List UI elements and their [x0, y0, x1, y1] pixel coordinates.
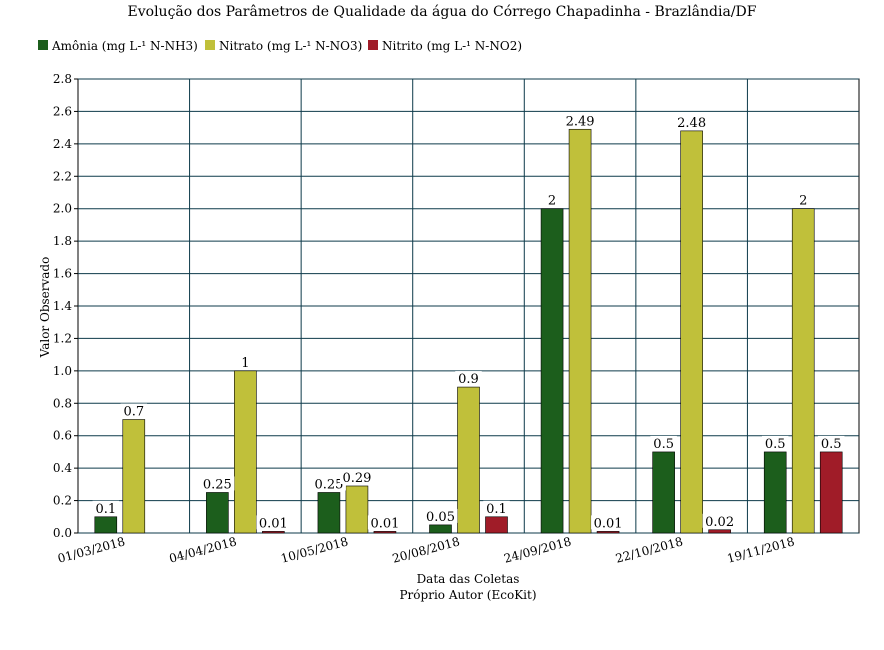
bar-nitrito [596, 531, 620, 534]
data-label: 0.29 [342, 471, 371, 486]
y-tick-label: 2.6 [53, 104, 72, 118]
bar-amonia [429, 524, 452, 534]
data-label-bg [200, 476, 235, 491]
data-label-bg [650, 435, 677, 450]
data-label: 0.1 [95, 502, 116, 517]
bar-amonia [206, 492, 229, 534]
legend: Amônia (mg L-¹ N-NH3) Nitrato (mg L-¹ N-… [38, 39, 522, 53]
y-tick-label: 0.6 [53, 429, 72, 443]
y-ticks: 0.0 0.2 0.4 0.6 0.8 1.0 1.2 1.4 1.6 1.8 2.0 2.2 2.4 2… [53, 72, 78, 540]
data-label-bg [702, 513, 737, 528]
y-tick-label: 0.4 [53, 461, 72, 475]
bar-nitrato [791, 208, 815, 534]
data-label-bg [367, 515, 402, 530]
bar-nitrato [457, 386, 480, 534]
data-label: 0.5 [821, 437, 842, 452]
legend-swatch-amonia [38, 40, 48, 50]
data-label: 0.05 [426, 510, 455, 525]
data-label: 0.7 [123, 405, 144, 420]
x-ticks: 01/03/2018 04/04/2018 10/05/2018 20/08/2018… [56, 534, 796, 565]
legend-label-nitrito: Nitrito (mg L-¹ N-NO2) [382, 39, 522, 53]
bar-nitrato [568, 128, 592, 534]
bar-amonia [94, 516, 118, 534]
bar-amonia [540, 208, 564, 534]
x-tick-label: 24/09/2018 [502, 534, 572, 565]
data-label-bg [546, 192, 558, 207]
y-tick-label: 2.2 [53, 169, 72, 183]
x-axis-label: Data das Coletas [417, 572, 520, 586]
y-tick-label: 1.8 [53, 234, 72, 248]
data-label-bg [339, 469, 374, 484]
y-tick-label: 0.8 [53, 396, 72, 410]
bar-nitrito [708, 529, 731, 534]
bar-nitrato [234, 370, 257, 534]
data-label-bg [817, 435, 845, 450]
data-label: 0.25 [314, 477, 343, 492]
data-label: 0.01 [370, 516, 399, 531]
y-tick-label: 0.0 [53, 526, 72, 540]
bar-nitrato [680, 130, 703, 534]
data-label-bg [256, 515, 291, 530]
x-tick-label: 10/05/2018 [279, 534, 349, 565]
data-label-bg [761, 435, 789, 450]
legend-swatch-nitrato [205, 40, 215, 50]
data-label-bg [563, 113, 598, 128]
data-label-bg [311, 476, 346, 491]
data-label-bg [483, 500, 510, 515]
bar-nitrito [485, 516, 508, 534]
data-label: 0.5 [653, 437, 674, 452]
data-label-bg [674, 114, 709, 129]
y-tick-label: 1.4 [53, 299, 72, 313]
y-tick-label: 2.8 [53, 72, 72, 86]
legend-label-amonia: Amônia (mg L-¹ N-NH3) [51, 39, 198, 53]
y-axis-label: Valor Observado [38, 257, 52, 359]
bar-nitrato [122, 419, 146, 534]
data-label: 2 [548, 194, 556, 209]
data-label: 0.01 [594, 516, 623, 531]
data-label: 0.02 [705, 515, 734, 530]
legend-swatch-nitrito [368, 40, 378, 50]
data-label-bg [591, 515, 626, 530]
data-label: 2.49 [566, 114, 595, 129]
chart-title: Evolução dos Parâmetros de Qualidade da … [128, 4, 757, 20]
data-label: 0.01 [259, 516, 288, 531]
bar-nitrito [373, 531, 397, 534]
data-label-bg [455, 371, 482, 386]
data-label-bg [423, 508, 458, 523]
x-tick-label: 04/04/2018 [168, 534, 238, 565]
bar-nitrito [819, 451, 843, 534]
y-tick-label: 1.2 [53, 331, 72, 345]
data-label: 2 [799, 194, 807, 209]
y-tick-label: 1.6 [53, 267, 72, 281]
data-label-bg [120, 403, 148, 418]
y-tick-label: 2.4 [53, 137, 72, 151]
bar-amonia [317, 492, 341, 534]
bar-amonia [652, 451, 675, 534]
data-label: 0.9 [458, 372, 479, 387]
y-tick-label: 2.0 [53, 202, 72, 216]
chart-subtitle: Próprio Autor (EcoKit) [399, 588, 536, 602]
x-tick-label: 22/10/2018 [614, 534, 684, 565]
data-label-bg [92, 500, 120, 515]
data-label-bg [239, 354, 252, 369]
data-label: 0.25 [203, 477, 232, 492]
data-label: 0.1 [486, 502, 507, 517]
bar-nitrato [345, 485, 369, 534]
data-label: 2.48 [677, 116, 706, 131]
bars [94, 128, 843, 534]
bar-amonia [763, 451, 787, 534]
legend-label-nitrato: Nitrato (mg L-¹ N-NO3) [219, 39, 362, 53]
bar-nitrito [262, 531, 285, 534]
x-tick-label: 20/08/2018 [391, 534, 461, 565]
data-label: 1 [241, 356, 249, 371]
y-tick-label: 1.0 [53, 364, 72, 378]
data-label-bg [797, 192, 809, 207]
data-label: 0.5 [765, 437, 786, 452]
y-tick-label: 0.2 [53, 494, 72, 508]
x-tick-label: 19/11/2018 [726, 534, 796, 565]
